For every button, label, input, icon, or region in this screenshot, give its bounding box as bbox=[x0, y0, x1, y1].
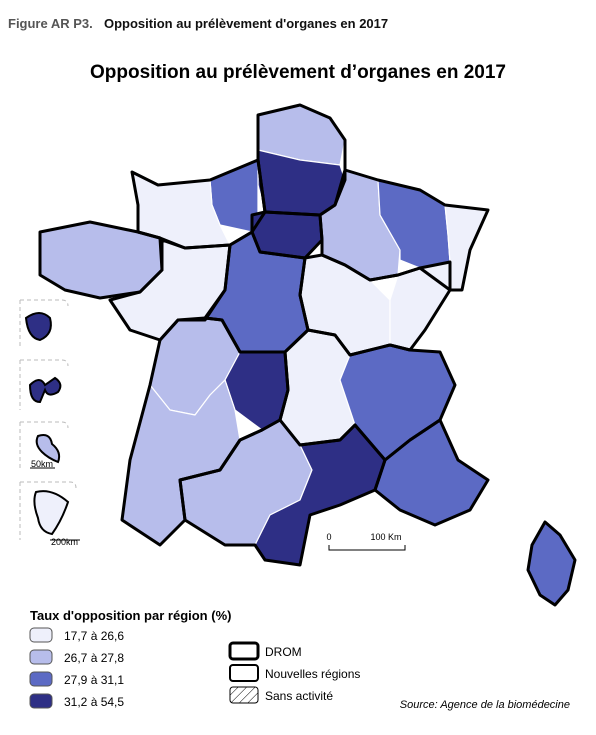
legend-swatch bbox=[29, 671, 53, 687]
drom-guadeloupe bbox=[28, 376, 62, 404]
legend-symbol bbox=[229, 664, 259, 682]
legend-label: 26,7 à 27,8 bbox=[64, 651, 124, 665]
legend-swatch bbox=[29, 627, 53, 643]
figure-label: Figure AR P3. bbox=[8, 16, 93, 31]
legend-swatch bbox=[29, 649, 53, 665]
map-title: Opposition au prélèvement d’organes en 2… bbox=[90, 62, 506, 83]
new-region-border bbox=[526, 520, 577, 607]
legend-label: 27,9 à 31,1 bbox=[64, 673, 124, 687]
inset-frames bbox=[19, 299, 77, 540]
scale-label: 100 Km bbox=[370, 532, 401, 542]
figure-title: Opposition au prélèvement d'organes en 2… bbox=[104, 16, 388, 31]
inset-scale-label: 200km bbox=[51, 537, 78, 547]
new-region-border bbox=[373, 418, 490, 527]
legend-symbol-label: Nouvelles régions bbox=[265, 667, 360, 681]
legend-symbol bbox=[228, 641, 260, 661]
legend-symbol-label: Sans activité bbox=[265, 689, 333, 703]
drom-guyane bbox=[33, 490, 70, 536]
scale-label: 0 bbox=[326, 532, 331, 542]
new-region-border bbox=[178, 418, 387, 567]
legend-symbol bbox=[229, 686, 259, 704]
legend: Taux d'opposition par région (%) 17,7 à … bbox=[29, 608, 360, 709]
inset-scale-label: 50km bbox=[31, 459, 53, 469]
drom-martinique bbox=[35, 434, 61, 464]
region bbox=[527, 521, 576, 606]
legend-title: Taux d'opposition par région (%) bbox=[30, 608, 231, 623]
legend-label: 31,2 à 54,5 bbox=[64, 695, 124, 709]
legend-swatch bbox=[29, 693, 53, 709]
drom-reunion bbox=[24, 312, 52, 342]
map: 50km 200km 0 100 Km bbox=[19, 103, 577, 607]
scale-bar bbox=[328, 545, 406, 551]
legend-label: 17,7 à 26,6 bbox=[64, 629, 124, 643]
source: Source: Agence de la biomédecine bbox=[400, 699, 570, 711]
legend-symbol-label: DROM bbox=[265, 645, 302, 659]
